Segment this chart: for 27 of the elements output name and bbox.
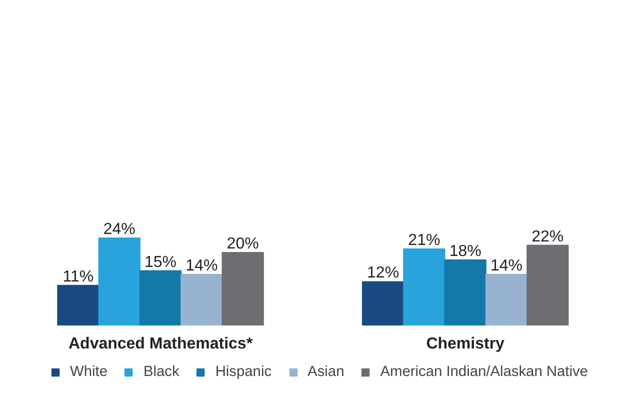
x-tick-label: Chemistry [426, 336, 505, 352]
bar [98, 237, 140, 326]
bar [139, 270, 182, 326]
bar [362, 281, 404, 326]
bar [485, 274, 528, 326]
data-label: 15% [144, 254, 177, 271]
data-label: 12% [367, 264, 400, 282]
bar [403, 248, 446, 326]
data-label: 11% [62, 268, 94, 286]
legend-label: American Indian/Alaskan Native [380, 364, 588, 380]
bar [180, 274, 223, 326]
data-label: 20% [226, 236, 259, 253]
x-tick-label: Advanced Mathematics* [68, 336, 254, 352]
data-label: 24% [103, 220, 136, 238]
legend-label: Hispanic [215, 364, 272, 380]
data-label: 22% [532, 228, 564, 246]
bar [526, 244, 569, 326]
data-label: 14% [186, 257, 218, 274]
data-label: 14% [490, 257, 522, 274]
data-label: 18% [449, 242, 482, 260]
bar [57, 284, 100, 326]
bar [444, 259, 486, 326]
data-label: 21% [408, 232, 440, 249]
bar [222, 252, 264, 326]
legend-label: Asian [308, 364, 344, 380]
legend-label: Black [143, 364, 180, 380]
legend-label: White [70, 364, 108, 380]
